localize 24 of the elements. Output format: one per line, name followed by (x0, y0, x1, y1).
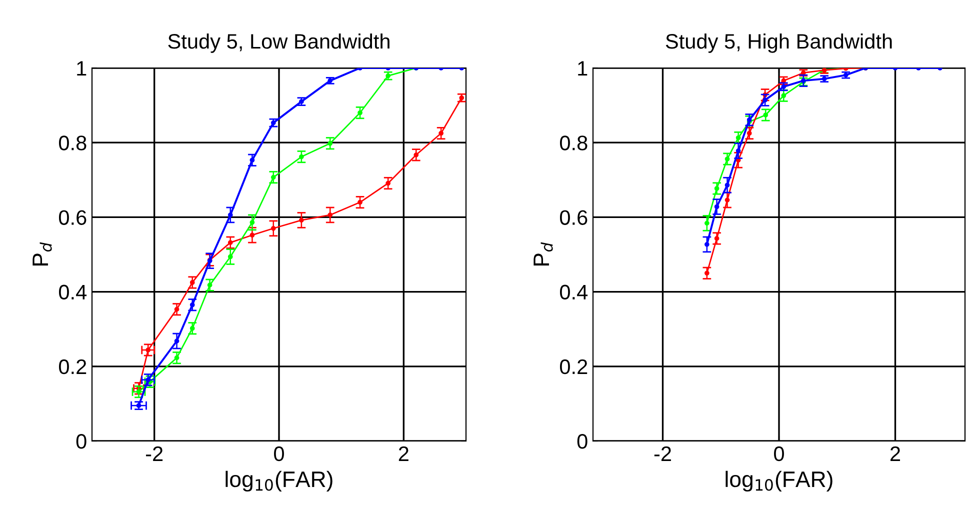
x-axis-title: log$_{10}$(FAR) (726, 470, 832, 492)
x-tick-label: 0 (274, 446, 284, 462)
y-tick-label: 0 (577, 434, 588, 449)
y-tick-label: 1 (77, 61, 86, 76)
y-tick-label: 0.6 (58, 210, 86, 225)
x-tick-label: -2 (146, 446, 163, 461)
y-tick-label: 0.4 (560, 284, 588, 300)
y-tick-label: 1 (578, 61, 588, 76)
y-tick-label: 0.8 (560, 136, 588, 150)
x-tick-label: 2 (398, 446, 408, 461)
x-axis-title: log$_{10}$(FAR) (226, 470, 332, 492)
y-tick-label: 0.4 (58, 284, 87, 300)
x-tick-label: 2 (890, 446, 900, 461)
y-axis-title: P$_{d}$ (32, 242, 52, 266)
y-tick-label: 0.2 (58, 359, 86, 374)
y-tick-label: 0.8 (58, 136, 86, 150)
chart-title: Study 5, Low Bandwidth (168, 33, 390, 53)
chart-title: Study 5, High Bandwidth (666, 33, 892, 53)
y-tick-label: 0.2 (560, 359, 588, 374)
y-tick-label: 0 (76, 434, 86, 449)
x-tick-label: -2 (654, 446, 671, 461)
x-tick-label: 0 (774, 446, 784, 462)
y-tick-label: 0.6 (560, 210, 588, 225)
y-axis-title: P$_{d}$ (534, 242, 553, 266)
